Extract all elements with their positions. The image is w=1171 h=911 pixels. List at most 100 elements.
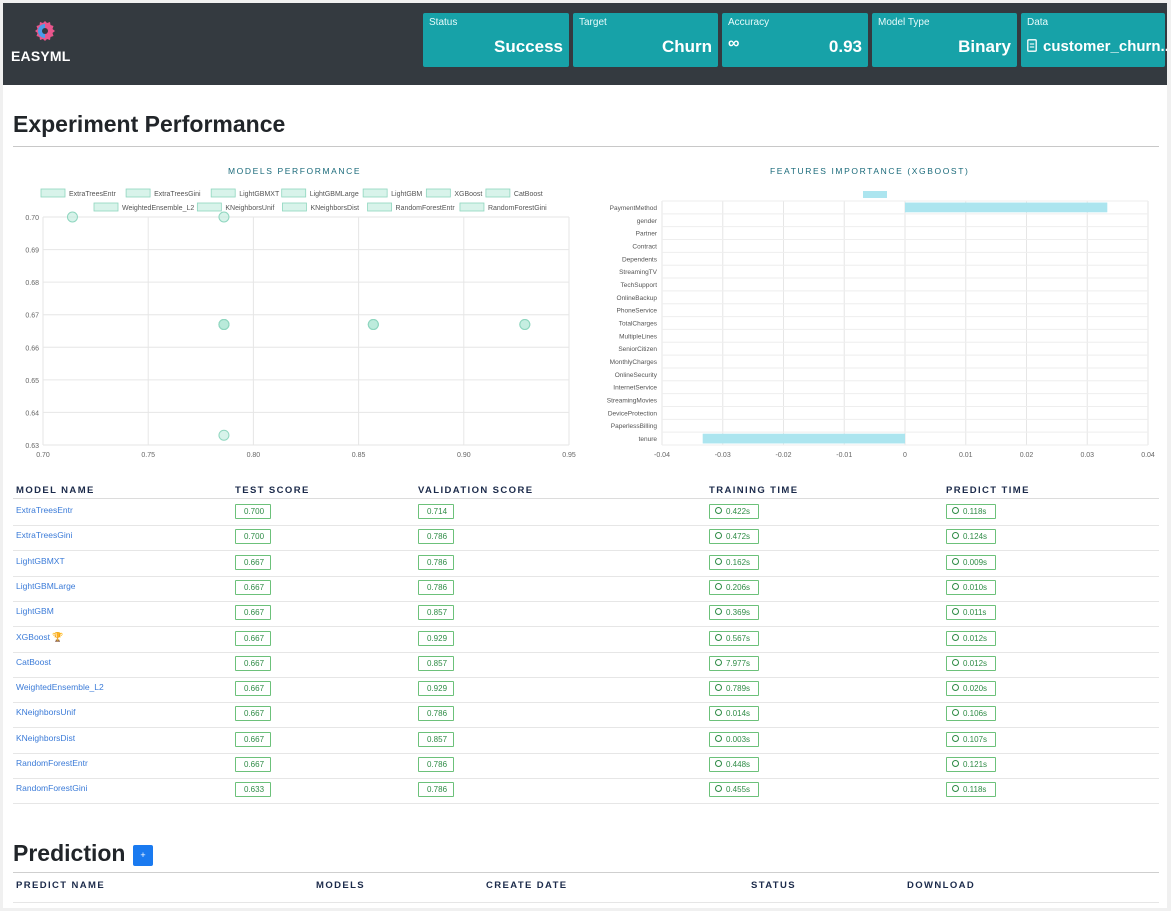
training-time-badge: 0.448s [709, 757, 759, 772]
test-score-badge-value: 0.667 [244, 734, 265, 744]
top-bar: EASYML Status Success Target Churn Accur… [3, 3, 1167, 85]
col-model-name: MODEL NAME [16, 485, 95, 496]
training-time-badge: 0.206s [709, 579, 759, 595]
validation-score-badge: 0.786 [418, 757, 454, 772]
app-logo[interactable]: EASYML [11, 19, 81, 69]
col-status: STATUS [751, 880, 796, 891]
training-time-badge-value: 0.369s [726, 608, 751, 618]
training-time-badge-value: 0.567s [726, 633, 751, 643]
model-type-card-value: Binary [958, 37, 1011, 56]
model-name-link[interactable]: LightGBM [16, 606, 54, 617]
model-name-link[interactable]: CatBoost [16, 656, 51, 667]
accuracy-card-label: Accuracy [728, 17, 770, 28]
feature-bar [905, 202, 1108, 213]
predict-time-badge: 0.118s [946, 504, 996, 519]
model-name-link[interactable]: KNeighborsUnif [16, 707, 76, 718]
training-time-badge: 0.003s [709, 731, 759, 747]
training-time-badge: 0.014s [709, 706, 759, 722]
x-tick-label: 0 [903, 452, 907, 459]
validation-score-badge-value: 0.786 [427, 532, 448, 542]
clock-icon [715, 507, 722, 514]
validation-score-badge: 0.786 [418, 579, 454, 595]
legend-label: LightGBMXT [239, 191, 280, 198]
clock-icon [952, 532, 959, 540]
category-label: TotalCharges [619, 321, 658, 328]
validation-score-badge-value: 0.714 [427, 507, 448, 516]
col-predict-name: PREDICT NAME [16, 880, 106, 891]
model-name-link[interactable]: WeightedEnsemble_L2 [16, 682, 104, 693]
test-score-badge-value: 0.667 [244, 557, 265, 567]
legend-swatch [459, 202, 485, 212]
predict-time-badge: 0.012s [946, 655, 996, 671]
category-label: SeniorCitizen [618, 346, 657, 353]
category-label: PaperlessBilling [611, 423, 658, 430]
training-time-badge: 0.567s [709, 630, 759, 646]
training-time-badge: 7.977s [709, 655, 759, 671]
x-tick-label: 0.03 [1080, 452, 1094, 459]
model-name-link[interactable]: RandomForestGini [16, 783, 88, 794]
col-create-date: CREATE DATE [486, 880, 568, 891]
data-card-value: customer_churn... [1043, 38, 1167, 55]
x-tick-label: -0.02 [776, 452, 792, 459]
test-score-badge-value: 0.667 [244, 608, 265, 618]
validation-score-badge: 0.857 [418, 655, 454, 671]
category-label: Partner [636, 231, 658, 238]
model-name-link[interactable]: ExtraTreesEntr [16, 505, 73, 515]
clock-icon [952, 785, 959, 793]
category-label: Contract [632, 243, 657, 250]
add-prediction-button[interactable]: + [133, 845, 153, 866]
clock-icon [715, 532, 722, 540]
model-name-link[interactable]: LightGBMXT [16, 555, 65, 566]
test-score-badge: 0.667 [235, 681, 271, 697]
predict-time-badge: 0.010s [946, 579, 996, 595]
legend-label: CatBoost [514, 191, 543, 198]
category-label: Dependents [622, 256, 658, 263]
y-tick-label: 0.63 [25, 443, 39, 450]
predict-time-badge-value: 0.124s [963, 532, 988, 542]
model-name-link[interactable]: KNeighborsDist [16, 732, 76, 743]
test-score-badge: 0.667 [235, 554, 271, 570]
test-score-badge-value: 0.667 [244, 709, 265, 719]
models-chart-title: MODELS PERFORMANCE [228, 166, 362, 176]
category-label: StreamingMovies [607, 398, 658, 405]
predict-time-badge: 0.012s [946, 630, 996, 646]
legend-label: LightGBM [391, 191, 422, 198]
predict-time-badge-value: 0.118s [963, 507, 987, 516]
predict-time-badge-value: 0.118s [963, 785, 987, 795]
model-name-link[interactable]: RandomForestEntr [16, 758, 88, 768]
data-card[interactable]: Data customer_churn... [1021, 13, 1167, 67]
validation-score-badge: 0.929 [418, 630, 454, 646]
model-name-link[interactable]: XGBoost 🏆 [16, 631, 64, 642]
legend-swatch [282, 202, 307, 212]
y-tick-label: 0.66 [25, 345, 39, 352]
prediction-header-divider [13, 902, 1159, 903]
legend-swatch [210, 188, 236, 198]
test-score-badge: 0.667 [235, 731, 271, 747]
clock-icon [715, 633, 722, 641]
test-score-badge-value: 0.700 [244, 507, 265, 516]
table-row: ExtraTreesEntr 0.700 0.714 0.422s 0.118s [13, 500, 1159, 526]
predict-time-badge: 0.121s [946, 757, 996, 772]
x-tick-label: 0.80 [247, 452, 261, 459]
predict-time-badge-value: 0.009s [963, 557, 988, 567]
model-name-link[interactable]: ExtraTreesGini [16, 530, 73, 541]
model-name-link[interactable]: LightGBMLarge [16, 580, 76, 591]
col-training-time: TRAINING TIME [709, 485, 799, 496]
predict-time-badge-value: 0.011s [963, 608, 987, 618]
table-row: LightGBMLarge 0.667 0.786 0.206s 0.010s [13, 576, 1159, 602]
training-time-badge-value: 0.422s [726, 507, 751, 516]
features-chart-title: FEATURES IMPORTANCE (XGBOOST) [770, 166, 970, 176]
table-row: KNeighborsDist 0.667 0.857 0.003s 0.107s [13, 728, 1159, 754]
x-tick-label: 0.70 [36, 452, 50, 459]
page-title: Experiment Performance [13, 111, 286, 137]
clock-icon [715, 785, 722, 793]
validation-score-badge: 0.929 [418, 681, 454, 697]
clock-icon [715, 760, 722, 767]
predict-time-badge: 0.020s [946, 681, 996, 697]
x-tick-label: -0.03 [715, 452, 731, 459]
col-models: MODELS [316, 880, 366, 891]
validation-score-badge: 0.857 [418, 731, 454, 747]
table-row: KNeighborsUnif 0.667 0.786 0.014s 0.106s [13, 702, 1159, 729]
models-performance-chart: ExtraTreesEntr ExtraTreesGini LightGBMXT Li… [25, 188, 576, 459]
clock-icon [952, 608, 959, 616]
